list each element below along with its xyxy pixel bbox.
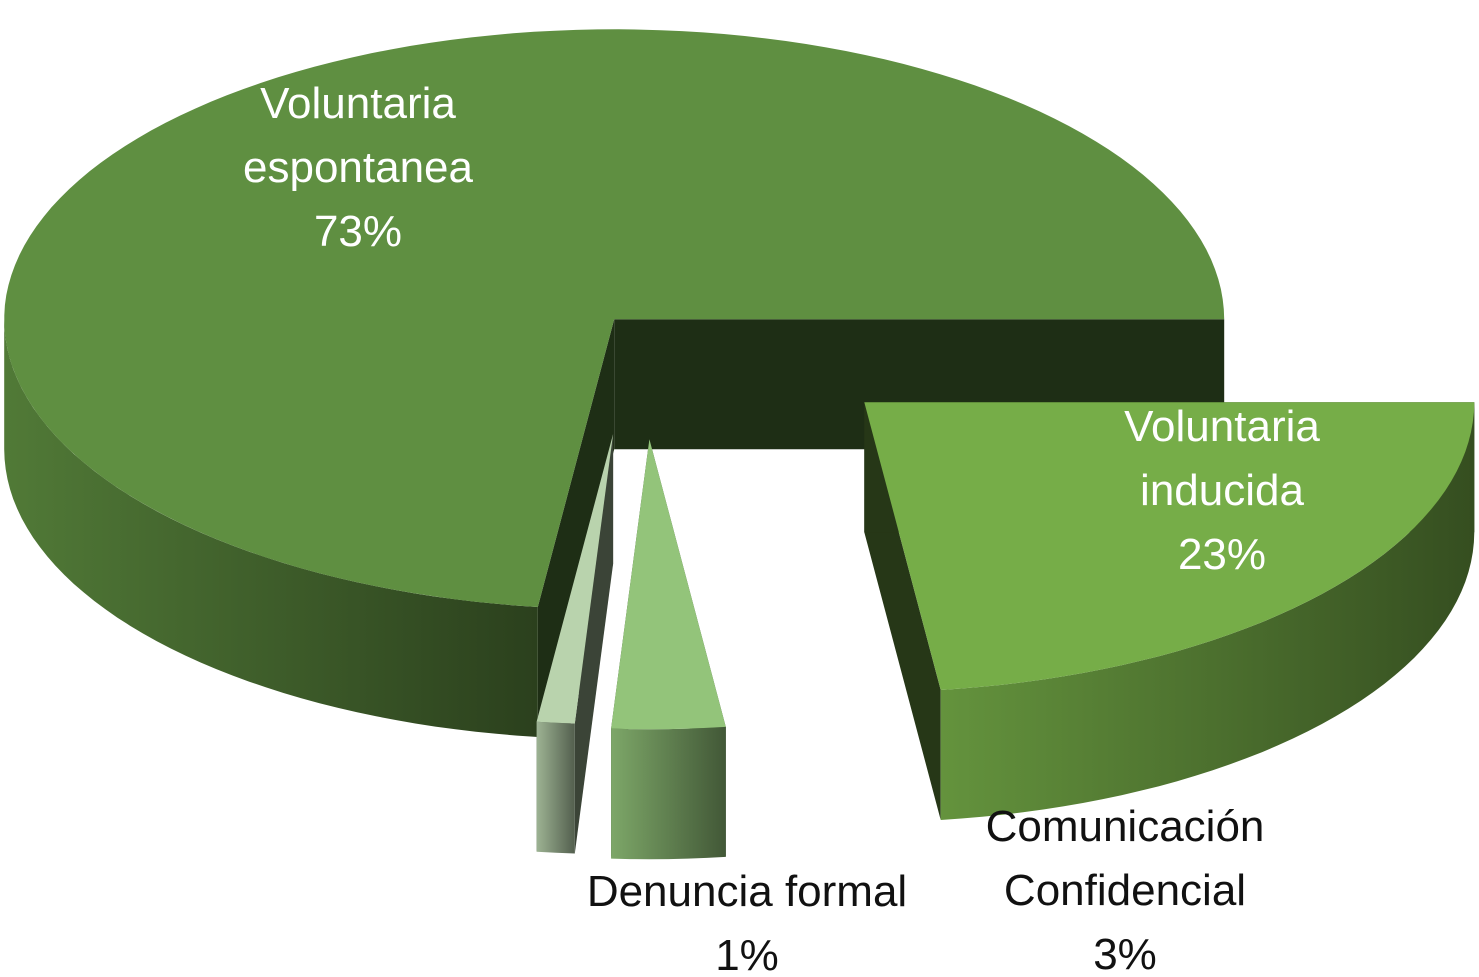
label-category: Comunicación Confidencial	[985, 802, 1265, 915]
slice-wall	[536, 721, 575, 854]
slice-wall	[4, 319, 538, 737]
label-category: Voluntaria espontanea	[243, 79, 473, 192]
slice-wall	[940, 402, 1475, 820]
slice-top	[536, 434, 614, 724]
slice-wall	[611, 726, 726, 860]
label-value: 73%	[313, 207, 403, 256]
data-label: Comunicación Confidencial 3%	[945, 795, 1305, 977]
label-category: Denuncia formal	[586, 867, 908, 916]
label-category: Voluntaria inducida	[1124, 402, 1320, 515]
data-label: Voluntaria espontanea 73%	[198, 72, 518, 264]
slice-top	[4, 29, 1225, 608]
slice-side	[574, 434, 614, 854]
data-label: Voluntaria inducida 23%	[1062, 395, 1382, 587]
slice-top	[611, 439, 726, 730]
label-value: 1%	[715, 931, 779, 977]
data-label: Denuncia formal 1%	[537, 860, 957, 977]
label-value: 3%	[1093, 930, 1157, 977]
slice-top	[864, 402, 1475, 690]
slice-side	[537, 319, 615, 737]
label-value: 23%	[1177, 530, 1267, 579]
